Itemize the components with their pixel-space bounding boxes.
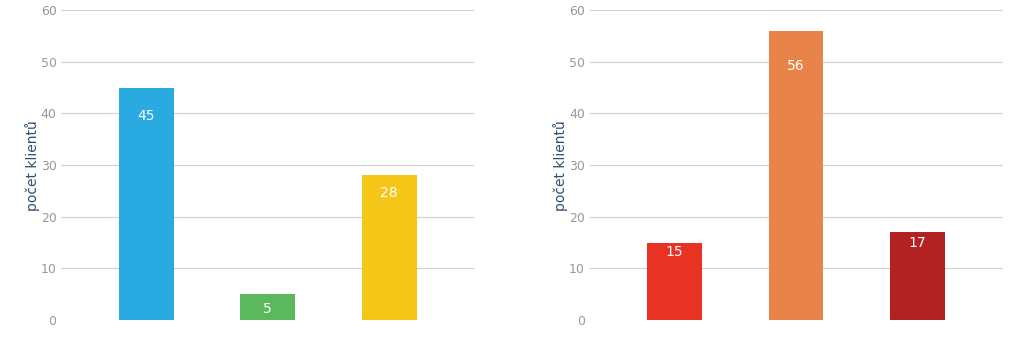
Bar (769, 31, 824, 320)
Bar (362, 176, 416, 320)
Bar (648, 243, 702, 320)
Bar (890, 232, 945, 320)
Bar (119, 88, 174, 320)
Text: 45: 45 (138, 109, 155, 123)
Text: 5: 5 (263, 302, 272, 315)
Bar (240, 294, 295, 320)
Text: 28: 28 (381, 186, 398, 200)
Text: 17: 17 (908, 236, 927, 250)
Text: 56: 56 (788, 59, 805, 72)
Text: 15: 15 (666, 245, 683, 259)
Y-axis label: počet klientů: počet klientů (553, 120, 568, 211)
Y-axis label: počet klientů: počet klientů (25, 120, 40, 211)
